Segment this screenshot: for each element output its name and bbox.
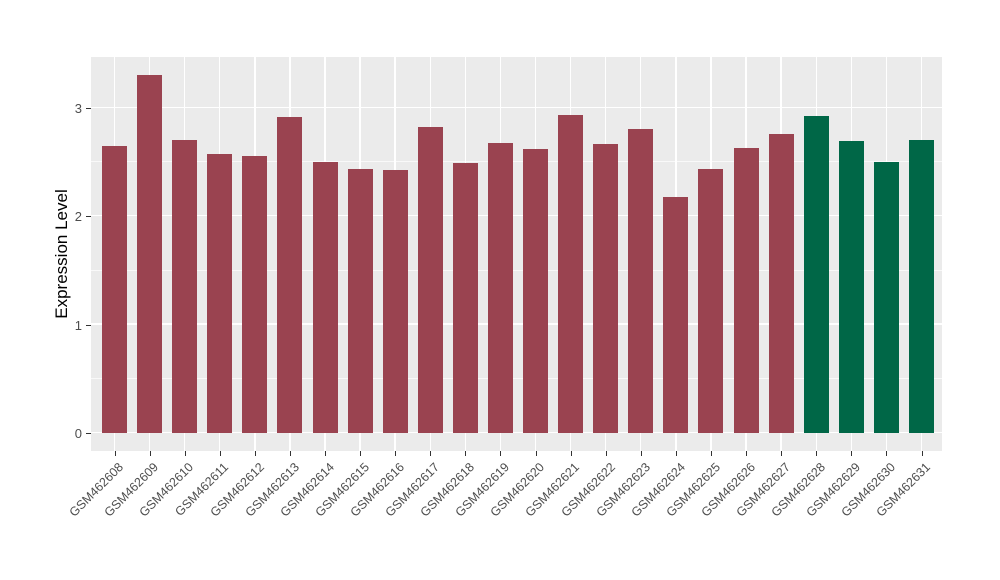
x-tick-mark [921,451,923,456]
bar-GSM462620 [523,149,549,433]
x-tick-mark [816,451,818,456]
bar-GSM462630 [873,162,899,433]
bar-GSM462610 [172,139,198,433]
bar-GSM462612 [242,155,268,433]
x-tick-mark [465,451,467,456]
x-tick-mark [114,451,116,456]
x-tick-mark [289,451,291,456]
bar-GSM462611 [207,153,233,433]
x-tick-mark [325,451,327,456]
bar-GSM462621 [558,114,584,433]
bar-GSM462609 [137,74,163,433]
bar-GSM462616 [382,169,408,433]
x-tick-mark [395,451,397,456]
y-tick-label: 0 [74,426,82,441]
bar-GSM462627 [768,134,794,433]
y-tick-mark [86,216,91,218]
bar-GSM462615 [347,168,373,433]
x-tick-mark [675,451,677,456]
bar-GSM462624 [663,196,689,433]
x-tick-mark [149,451,151,456]
major-gridline [91,431,942,433]
bar-GSM462617 [417,126,443,433]
x-tick-mark [781,451,783,456]
y-tick-mark [86,108,91,110]
y-axis-title: Expression Level [52,189,71,319]
major-gridline [91,215,942,217]
x-tick-mark [640,451,642,456]
y-tick-mark [86,433,91,434]
bar-GSM462626 [733,148,759,433]
x-tick-mark [360,451,362,456]
x-tick-mark [886,451,888,456]
bar-GSM462625 [698,168,724,433]
bar-GSM462613 [277,116,303,433]
plot-panel [91,57,942,451]
x-tick-mark [851,451,853,456]
minor-gridline [91,269,942,271]
y-tick-label: 2 [74,209,82,225]
minor-gridline [91,377,942,379]
x-tick-mark [219,451,221,456]
x-tick-mark [746,451,748,456]
x-tick-mark [254,451,256,456]
bar-GSM462614 [312,162,338,433]
x-tick-mark [500,451,502,456]
x-tick-mark [535,451,537,456]
bar-GSM462631 [909,139,934,433]
x-tick-mark [184,451,186,456]
major-gridline [91,323,942,325]
y-tick-label: 1 [74,317,82,333]
x-tick-mark [570,451,572,456]
y-tick-label: 3 [74,101,82,117]
bar-GSM462623 [628,128,654,433]
bar-GSM462629 [838,140,864,433]
bar-GSM462619 [487,142,513,433]
y-tick-mark [86,324,91,326]
bar-GSM462608 [102,146,127,433]
x-tick-mark [605,451,607,456]
x-tick-mark [710,451,712,456]
major-gridline [91,106,942,109]
bar-GSM462618 [452,163,478,433]
bar-GSM462622 [593,143,619,433]
x-tick-mark [430,451,432,456]
bar-GSM462628 [803,115,829,433]
minor-gridline [91,161,942,163]
